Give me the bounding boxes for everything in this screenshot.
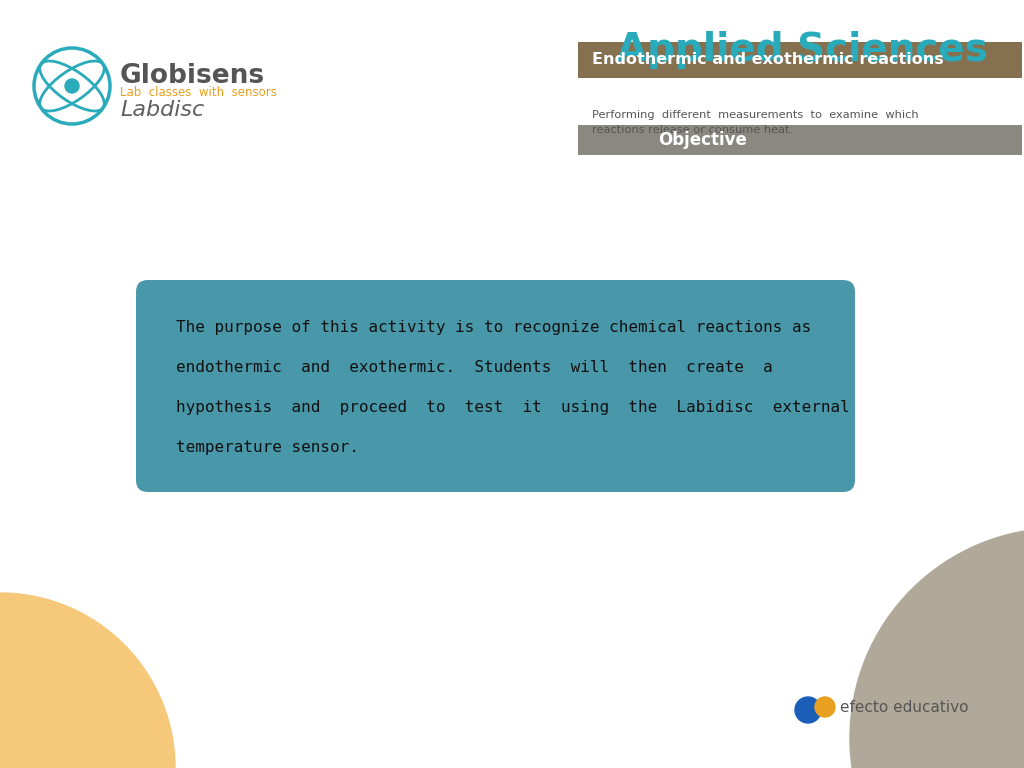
Circle shape <box>815 697 835 717</box>
Text: efecto educativo: efecto educativo <box>840 700 969 716</box>
FancyBboxPatch shape <box>136 280 855 492</box>
Circle shape <box>0 593 175 768</box>
Circle shape <box>795 697 821 723</box>
Text: Applied Sciences: Applied Sciences <box>616 31 987 69</box>
Text: temperature sensor.: temperature sensor. <box>176 440 358 455</box>
Text: endothermic  and  exothermic.  Students  will  then  create  a: endothermic and exothermic. Students wil… <box>176 360 773 375</box>
Text: Objective: Objective <box>658 131 746 149</box>
Text: Performing  different  measurements  to  examine  which
reactions release or con: Performing different measurements to exa… <box>592 110 919 135</box>
FancyBboxPatch shape <box>578 125 1022 155</box>
Text: hypothesis  and  proceed  to  test  it  using  the  Labidisc  external: hypothesis and proceed to test it using … <box>176 400 850 415</box>
Text: Labdisc: Labdisc <box>120 100 204 120</box>
Text: The purpose of this activity is to recognize chemical reactions as: The purpose of this activity is to recog… <box>176 320 811 335</box>
Text: Endothermic and exothermic reactions: Endothermic and exothermic reactions <box>592 52 944 68</box>
Circle shape <box>65 79 79 93</box>
Text: Lab  classes  with  sensors: Lab classes with sensors <box>120 87 276 100</box>
Circle shape <box>850 528 1024 768</box>
Text: Globisens: Globisens <box>120 63 265 89</box>
FancyBboxPatch shape <box>578 42 1022 78</box>
